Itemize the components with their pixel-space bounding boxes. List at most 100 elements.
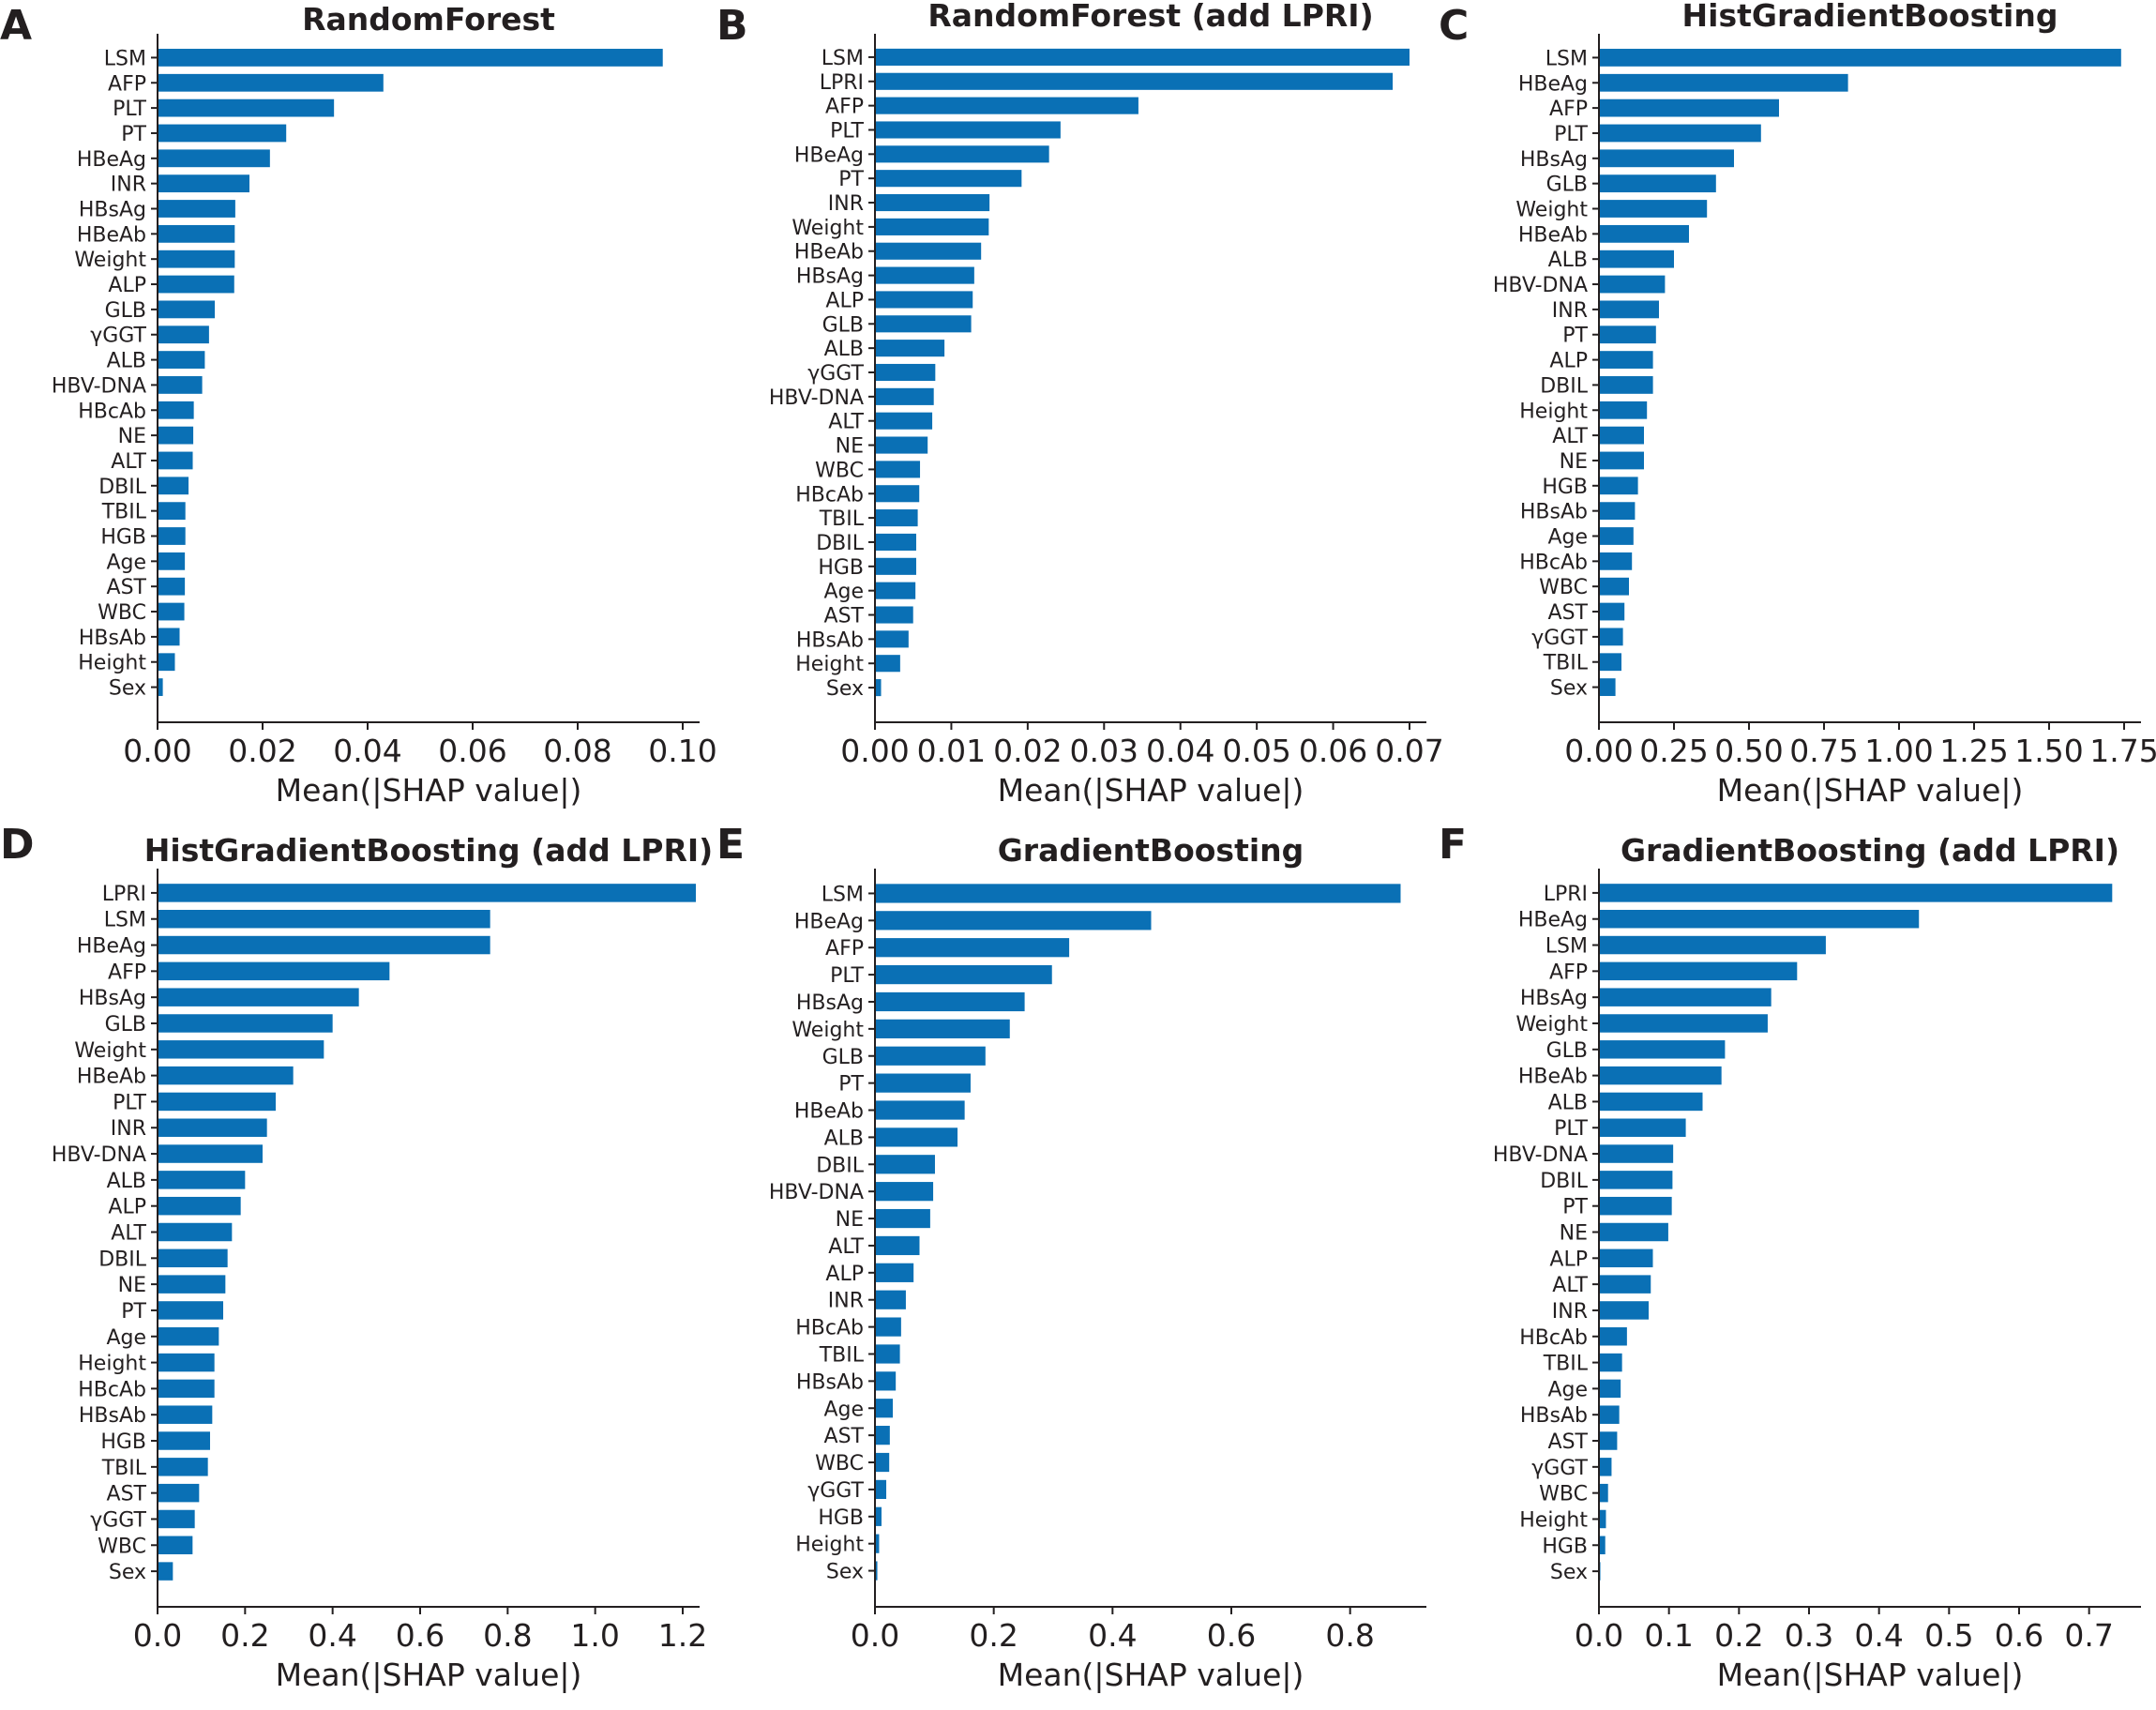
x-tick-label: 0.5 (1924, 1617, 1973, 1654)
category-label: HBV-DNA (769, 1181, 864, 1204)
category-label: WBC (98, 1535, 146, 1558)
bar-ast (875, 606, 913, 624)
category-label: HBeAg (77, 935, 146, 959)
category-label: HBV-DNA (1493, 274, 1588, 297)
category-label: HBsAb (796, 628, 864, 652)
category-label: PT (1562, 325, 1588, 348)
category-label: HBcAb (795, 1317, 864, 1340)
category-label: ALP (108, 274, 146, 297)
category-label: HGB (1542, 1535, 1588, 1558)
bar-dbil (1599, 376, 1653, 394)
x-tick-label: 1.00 (1864, 733, 1933, 769)
x-tick-label: 1.0 (570, 1617, 619, 1654)
category-label: Height (795, 653, 864, 676)
bar-alb (158, 351, 205, 369)
category-label: γGGT (1531, 1457, 1588, 1480)
bar-alt (875, 412, 933, 430)
bar-lpri (1599, 884, 2113, 902)
bar-hbeag (875, 911, 1152, 931)
panel-letter: E (716, 821, 745, 869)
category-label: HBcAb (1519, 1326, 1588, 1350)
category-label: Weight (792, 217, 864, 240)
category-label: GLB (105, 1013, 146, 1037)
category-label: HBcAb (78, 400, 146, 423)
category-label: HBsAg (79, 199, 146, 222)
category-label: Sex (826, 677, 864, 701)
bar-hbsab (1599, 1405, 1620, 1424)
category-label: LSM (1545, 47, 1588, 70)
bar-ne (1599, 1222, 1668, 1242)
x-tick-label: 0.2 (1714, 1617, 1763, 1654)
bar-hbsab (1599, 502, 1636, 521)
bar-γggt (875, 1479, 887, 1500)
x-tick-label: 0.03 (1070, 733, 1138, 769)
category-label: INR (111, 1117, 146, 1141)
category-label: LSM (1545, 935, 1588, 959)
category-label: HBeAb (1518, 223, 1588, 247)
x-tick-label: 0.4 (1088, 1617, 1137, 1654)
bar-sex (1599, 678, 1616, 696)
category-label: Weight (792, 1019, 864, 1042)
category-label: HBeAb (77, 1066, 146, 1089)
category-label: GLB (822, 313, 864, 337)
category-label: Sex (109, 1561, 146, 1584)
category-label: DBIL (816, 1154, 865, 1177)
category-label: AST (824, 605, 865, 628)
category-label: ALT (1552, 425, 1588, 448)
x-tick-label: 0.8 (1325, 1617, 1374, 1654)
bar-inr (875, 193, 990, 212)
bar-age (1599, 1379, 1621, 1399)
category-label: Age (823, 1398, 864, 1421)
category-label: HBV-DNA (52, 1143, 146, 1167)
panel-c: C HistGradientBoosting LSMHBeAgAFPPLTHBsAg… (1439, 0, 2156, 809)
category-label: Weight (1515, 199, 1588, 222)
category-label: NE (118, 425, 146, 448)
category-label: DBIL (98, 476, 147, 499)
bar-lsm (875, 884, 1401, 903)
x-tick-label: 0.4 (1854, 1617, 1903, 1654)
category-label: HBcAb (78, 1378, 146, 1401)
category-label: Height (1519, 400, 1588, 423)
bar-alt (1599, 426, 1644, 445)
x-tick-label: 0.1 (1644, 1617, 1693, 1654)
bar-tbil (875, 1344, 900, 1364)
bar-hbeag (158, 149, 270, 168)
category-label: AFP (825, 937, 864, 961)
category-label: TBIL (101, 1457, 147, 1480)
category-label: ALB (1548, 1091, 1588, 1114)
bar-age (875, 1399, 893, 1418)
category-label: HBeAg (1518, 72, 1588, 96)
bar-γggt (875, 363, 936, 382)
bar-sex (158, 678, 163, 696)
bar-γggt (1599, 628, 1623, 646)
category-label: HGB (100, 1430, 146, 1454)
bar-ast (1599, 602, 1625, 621)
category-label: LSM (822, 47, 864, 70)
category-label: DBIL (1540, 374, 1589, 398)
category-label: ALP (1549, 350, 1588, 373)
category-label: Weight (1515, 1013, 1588, 1037)
bar-weight (158, 1040, 324, 1059)
bar-plt (875, 121, 1061, 139)
category-label: NE (1560, 1222, 1588, 1246)
category-label: ALT (111, 450, 146, 474)
bar-alp (1599, 1248, 1653, 1268)
panel-title: RandomForest (add LPRI) (927, 0, 1373, 34)
category-label: GLB (1546, 1039, 1588, 1063)
category-label: Sex (826, 1561, 864, 1584)
bar-height (158, 653, 175, 672)
x-tick-label: 0.01 (917, 733, 986, 769)
bar-hbv-dna (158, 376, 203, 394)
category-label: PT (121, 1300, 146, 1324)
category-label: HBsAg (1520, 148, 1588, 172)
category-label: HBcAb (1519, 551, 1588, 574)
x-tick-label: 0.0 (1575, 1617, 1623, 1654)
bar-lsm (158, 909, 490, 929)
category-label: HBsAg (796, 265, 864, 289)
bar-weight (1599, 1014, 1768, 1033)
bar-wbc (1599, 1483, 1608, 1503)
x-tick-label: 1.50 (2014, 733, 2083, 769)
bar-hbeag (158, 935, 490, 955)
bar-alb (1599, 1092, 1703, 1112)
